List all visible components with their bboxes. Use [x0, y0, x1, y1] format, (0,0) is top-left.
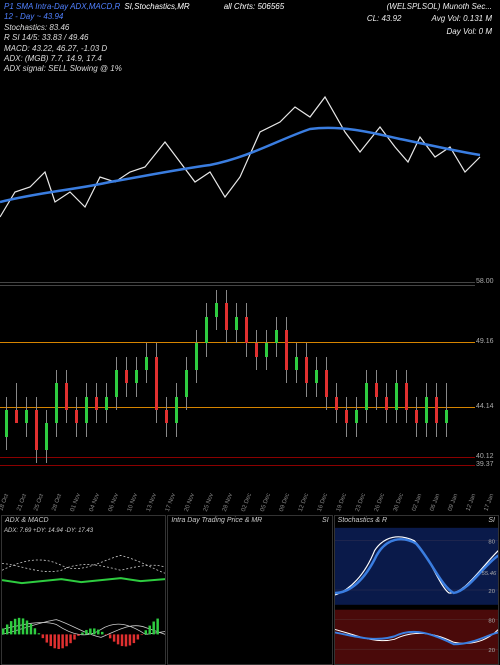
- macd-stat: MACD: 43.22, 46.27, -1.03 D: [4, 44, 496, 54]
- stoch-title: Stochastics & R: [338, 517, 387, 524]
- day-vol: Day Vol: 0 M: [367, 27, 492, 37]
- svg-text:20: 20: [488, 589, 495, 595]
- svg-text:80: 80: [488, 618, 495, 624]
- price-level-label: 58.00: [476, 278, 500, 285]
- title-mid2: all Chrts: 506565: [224, 2, 284, 12]
- adx-title: ADX & MACD: [5, 517, 49, 524]
- intra-day-panel: Intra Day Trading Price & MR SI: [167, 515, 332, 665]
- adx-signal: ADX signal: SELL Slowing @ 1%: [4, 64, 496, 74]
- title-left: P1 SMA Intra-Day ADX,MACD,R: [4, 2, 120, 12]
- adx-stat: ADX: (MGB) 7.7, 14.9, 17.4: [4, 54, 496, 64]
- price-level-label: 40.12: [476, 453, 500, 460]
- date-label: 17 Jan: [484, 493, 500, 517]
- svg-text:55.46: 55.46: [481, 571, 497, 577]
- bottom-panels: ADX & MACD ADX: 7.69 +DY: 14.94 -DY: 17.…: [0, 515, 500, 665]
- stoch-svg: 55.46 80 20 80 20: [335, 516, 498, 664]
- stoch-panel: Stochastics & R SI 55.46 80 20 80 20: [334, 515, 499, 665]
- intra-right: SI: [322, 517, 329, 524]
- svg-text:80: 80: [488, 539, 495, 545]
- svg-text:20: 20: [488, 648, 495, 654]
- header: P1 SMA Intra-Day ADX,MACD,R SI,Stochasti…: [0, 0, 500, 77]
- title-right: (WELSPLSOL) Munoth Sec...: [367, 2, 492, 12]
- stoch-right: SI: [488, 517, 495, 524]
- price-level-label: 44.14: [476, 403, 500, 410]
- adx-svg: [2, 516, 165, 664]
- title-mid1: SI,Stochastics,MR: [124, 2, 189, 12]
- main-line-chart: [0, 77, 500, 277]
- price-level-label: 39.37: [476, 461, 500, 468]
- candle-chart: 58.00 49.16 44.14 40.1239.37: [0, 277, 500, 487]
- date-axis: 18 Oct21 Oct25 Oct28 Oct01 Nov04 Nov06 N…: [0, 487, 500, 515]
- intra-title: Intra Day Trading Price & MR: [171, 517, 262, 524]
- price-level-label: 49.16: [476, 338, 500, 345]
- line-chart-svg: [0, 77, 500, 277]
- adx-macd-panel: ADX & MACD ADX: 7.69 +DY: 14.94 -DY: 17.…: [1, 515, 166, 665]
- avg-vol: Avg Vol: 0.131 M: [432, 14, 492, 24]
- cl-value: CL: 43.92: [367, 14, 402, 24]
- adx-subtitle: ADX: 7.69 +DY: 14.94 -DY: 17.43: [4, 528, 93, 534]
